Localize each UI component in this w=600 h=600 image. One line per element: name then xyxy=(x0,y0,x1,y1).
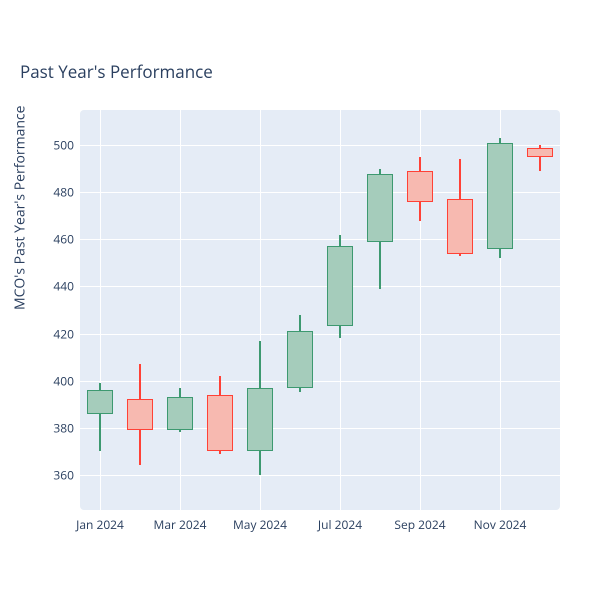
candlestick xyxy=(287,110,313,510)
y-tick-label: 480 xyxy=(53,184,74,201)
candlestick-body xyxy=(287,331,313,387)
x-tick-label: May 2024 xyxy=(233,516,287,533)
y-tick-label: 380 xyxy=(53,419,74,436)
plot-area: 360380400420440460480500Jan 2024Mar 2024… xyxy=(80,110,560,510)
y-axis-label: MCO's Past Year's Performance xyxy=(11,106,30,311)
y-tick-label: 420 xyxy=(53,325,74,342)
candlestick xyxy=(87,110,113,510)
candlestick-body xyxy=(127,399,153,430)
y-tick-label: 460 xyxy=(53,231,74,248)
candlestick-body xyxy=(367,174,393,242)
chart-title: Past Year's Performance xyxy=(20,60,213,83)
candlestick-body xyxy=(407,171,433,202)
x-tick-label: Mar 2024 xyxy=(154,516,207,533)
candlestick-body xyxy=(167,397,193,430)
y-tick-label: 440 xyxy=(53,278,74,295)
candlestick-body xyxy=(527,148,553,157)
candlestick-body xyxy=(447,199,473,253)
candlestick-body xyxy=(207,395,233,451)
candlestick xyxy=(247,110,273,510)
candlestick xyxy=(367,110,393,510)
y-tick-label: 360 xyxy=(53,466,74,483)
x-tick-label: Jul 2024 xyxy=(318,516,362,533)
candlestick xyxy=(487,110,513,510)
candlestick-body xyxy=(487,143,513,249)
candlestick xyxy=(327,110,353,510)
candlestick xyxy=(407,110,433,510)
candlestick xyxy=(527,110,553,510)
candlestick-body xyxy=(327,246,353,326)
candlestick-body xyxy=(87,390,113,414)
x-tick-label: Sep 2024 xyxy=(394,516,445,533)
candlestick xyxy=(207,110,233,510)
x-tick-label: Jan 2024 xyxy=(76,516,124,533)
chart-container: Past Year's Performance MCO's Past Year'… xyxy=(0,0,600,600)
y-tick-label: 500 xyxy=(53,137,74,154)
candlestick xyxy=(167,110,193,510)
candlestick-body xyxy=(247,388,273,452)
candlestick xyxy=(447,110,473,510)
x-tick-label: Nov 2024 xyxy=(474,516,527,533)
y-tick-label: 400 xyxy=(53,372,74,389)
candlestick xyxy=(127,110,153,510)
